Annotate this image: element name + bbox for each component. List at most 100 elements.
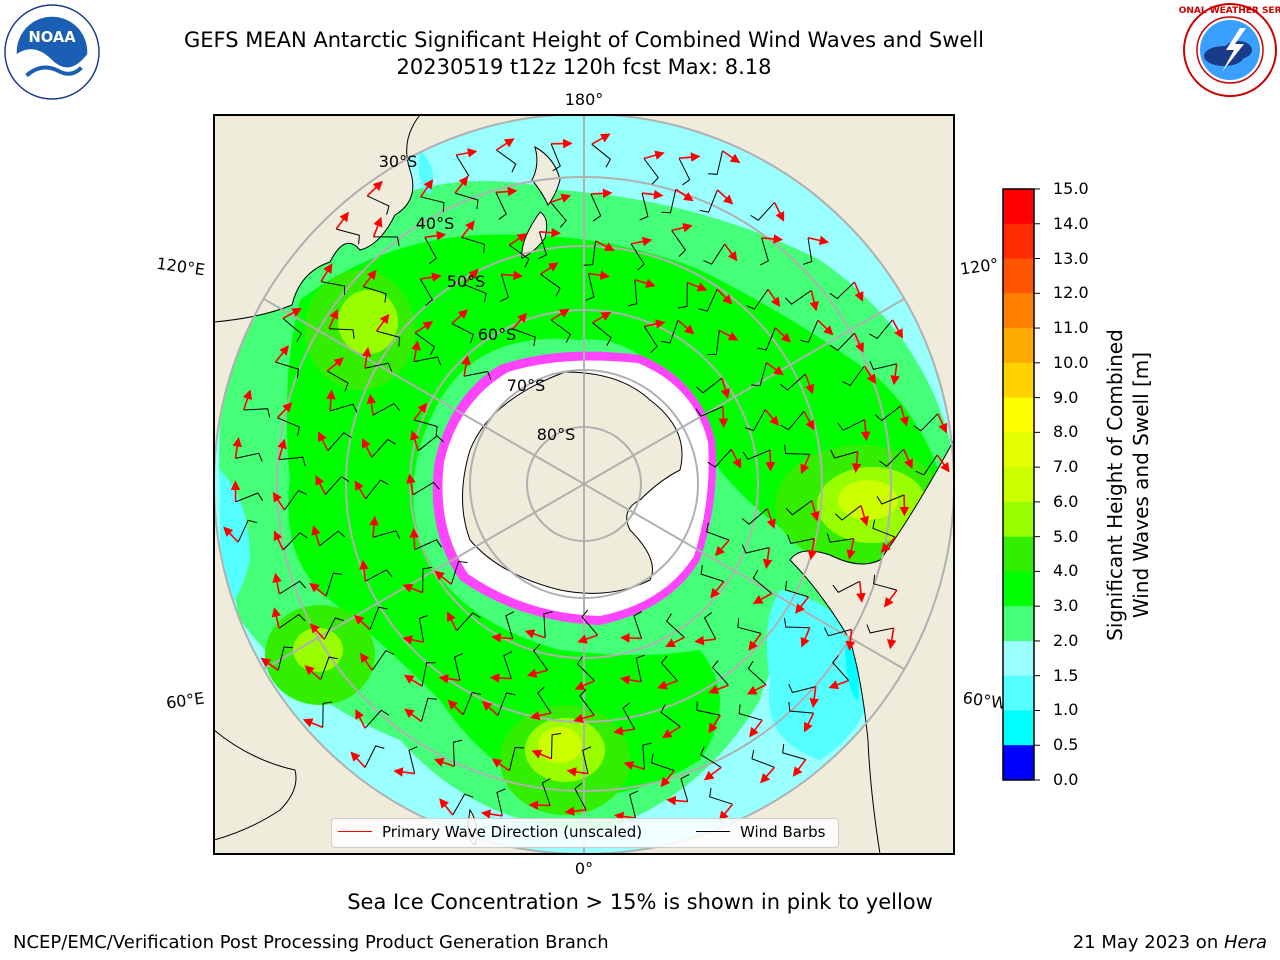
wave-direction-arrow (439, 798, 454, 816)
wave-direction-arrow (708, 684, 729, 694)
wave-direction-arrow (355, 708, 366, 729)
wind-barb (824, 627, 852, 637)
wind-barb (751, 362, 767, 387)
wind-barb (633, 611, 643, 639)
wind-barb (869, 360, 897, 370)
wave-direction-arrow (463, 268, 479, 286)
wave-direction-arrow (326, 389, 336, 412)
wave-direction-arrow (767, 288, 781, 308)
wind-barb (835, 505, 862, 521)
wind-barb (876, 494, 905, 505)
colorbar-segment (1003, 710, 1034, 746)
wave-direction-arrow (634, 278, 656, 288)
wind-barb (660, 704, 681, 728)
wave-direction-arrow (491, 632, 513, 643)
wave-direction-arrow (630, 236, 653, 247)
wave-direction-arrow (886, 627, 897, 650)
map-frame (213, 114, 955, 855)
wind-barb (319, 530, 346, 547)
wave-direction-arrow (311, 525, 321, 547)
wind-barb (707, 448, 732, 468)
wave-direction-arrow (320, 263, 333, 283)
wind-barb (413, 419, 438, 436)
wave-direction-arrow (714, 539, 730, 557)
wind-barb (282, 532, 308, 551)
wave-direction-arrow (410, 430, 420, 452)
wave-direction-arrow (273, 530, 284, 551)
wind-barb (581, 609, 599, 636)
wind-barb (741, 544, 770, 554)
wind-barb (698, 288, 718, 312)
wave-direction-arrow (550, 308, 570, 321)
wave-direction-arrow (748, 632, 762, 651)
wind-barb (622, 702, 636, 730)
wave-band-7-8m (838, 480, 898, 520)
wind-barb (699, 189, 718, 213)
wind-barb (832, 580, 860, 593)
wind-barb (711, 660, 729, 686)
wind-barb (414, 539, 443, 551)
wave-direction-arrow (657, 680, 678, 690)
wind-barb (373, 236, 400, 246)
wave-direction-arrow (366, 180, 383, 197)
wind-barb (830, 332, 855, 351)
wave-direction-arrow (795, 596, 810, 614)
wind-barb (329, 403, 358, 413)
wind-barb (408, 746, 418, 774)
wave-band-4-5m (286, 234, 951, 796)
wave-direction-arrow (413, 402, 428, 421)
wave-direction-arrow (564, 806, 587, 816)
wind-barb (782, 743, 806, 760)
wind-barb (829, 281, 855, 300)
wave-direction-arrow (902, 448, 913, 470)
footer-credit: NCEP/EMC/Verification Post Processing Pr… (13, 932, 609, 953)
continents (214, 115, 954, 854)
wave-direction-arrow (491, 758, 510, 772)
wave-direction-arrow (792, 759, 807, 777)
wind-barb (745, 289, 769, 310)
wave-direction-arrow (481, 700, 499, 716)
wind-barb (420, 196, 445, 212)
colorbar-label-line2: Wind Waves and Swell [m] (1129, 351, 1153, 619)
wind-barb (592, 322, 612, 346)
wind-barb (326, 370, 349, 392)
wind-barb (327, 432, 352, 452)
wind-barb (463, 284, 487, 303)
wind-barb (873, 574, 898, 591)
wave-direction-arrow (455, 148, 478, 158)
wave-direction-arrow (540, 262, 559, 275)
latitude-label: 80°S (537, 425, 576, 444)
wave-direction-arrow (577, 634, 598, 644)
wind-barb (372, 530, 401, 540)
wave-direction-arrow (800, 627, 811, 648)
footer-date-text: 21 May 2023 on (1072, 932, 1224, 953)
wave-direction-arrow (749, 719, 763, 738)
wave-direction-arrow (403, 674, 423, 687)
colorbar-tick-label: 9.0 (1053, 387, 1079, 407)
wave-direction-arrow (451, 309, 469, 325)
wave-direction-arrow (884, 589, 898, 608)
legend-wave-line (338, 831, 372, 832)
wind-barb (872, 519, 896, 538)
wave-direction-arrow (853, 281, 864, 302)
wave-direction-arrow (359, 652, 373, 671)
wave-direction-arrow (512, 312, 528, 330)
wind-barb (784, 289, 812, 305)
wind-barb (629, 790, 639, 819)
wave-direction-arrow (716, 189, 734, 205)
wave-direction-arrow (752, 592, 773, 604)
wind-barb (583, 240, 597, 266)
wave-direction-arrow (495, 138, 515, 151)
colorbar-segment (1003, 536, 1034, 572)
colorbar-tick-label: 11.0 (1053, 318, 1089, 338)
wind-barb (279, 580, 307, 595)
wave-direction-arrow (760, 766, 776, 784)
wave-direction-arrow (574, 680, 595, 691)
colorbar-tick-label: 8.0 (1053, 422, 1079, 442)
wave-direction-arrow (937, 413, 948, 434)
vector-layer (223, 133, 950, 822)
wave-direction-arrow (272, 572, 282, 595)
wind-barb (696, 701, 721, 716)
wind-barb (661, 320, 679, 344)
